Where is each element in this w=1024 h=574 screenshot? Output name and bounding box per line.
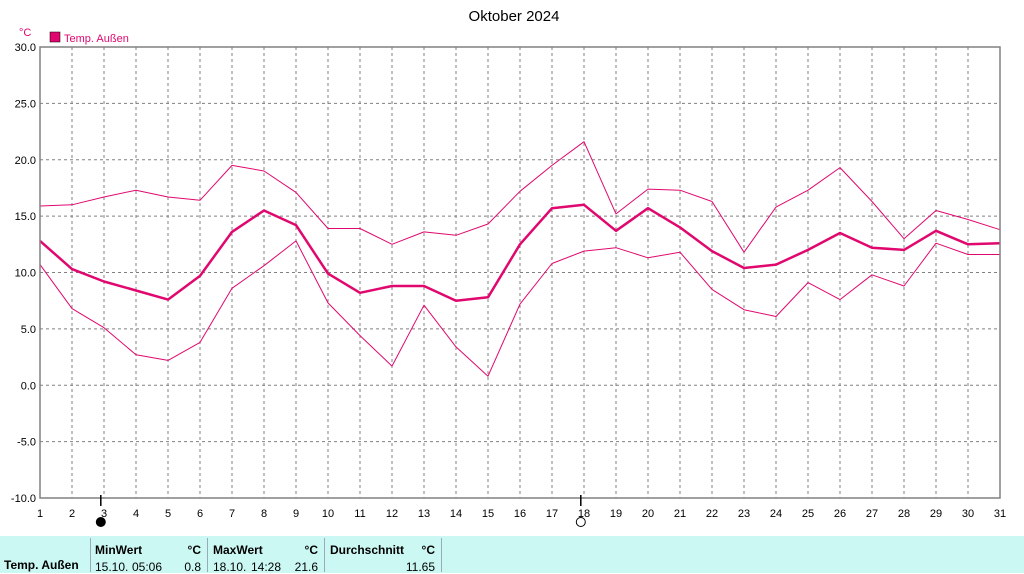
avg-cell: Durchschnitt °C 11.65 [325, 538, 442, 574]
x-tick-label: 20 [642, 508, 654, 520]
y-tick-label: 10.0 [15, 268, 36, 280]
x-tick-label: 24 [770, 508, 782, 520]
min-header: MinWert [95, 543, 143, 557]
x-tick-label: 6 [197, 508, 203, 520]
plot-frame [39, 46, 1001, 499]
x-tick-label: 4 [133, 508, 139, 520]
y-tick-label: 20.0 [15, 155, 36, 167]
avg-header: Durchschnitt [330, 543, 405, 557]
temperature-chart: Oktober 2024 °C Temp. Außen -10.0 -5.0 0.0… [11, 8, 1006, 527]
x-tick-label: 25 [802, 508, 814, 520]
x-tick-label: 11 [354, 508, 365, 520]
x-tick-label: 10 [322, 508, 334, 520]
x-tick-label: 15 [482, 508, 494, 520]
y-tick-label: 5.0 [21, 324, 36, 336]
x-tick-label: 7 [229, 508, 235, 520]
x-tick-label: 17 [546, 508, 558, 520]
series-lines [39, 141, 1001, 377]
full-moon-icon [575, 517, 586, 527]
x-tick-label: 23 [738, 508, 750, 520]
x-tick-label: 22 [706, 508, 718, 520]
y-axis: -10.0 -5.0 0.0 5.0 10.0 15.0 20.0 25.0 30.0 [11, 42, 36, 505]
summary-row-label: Temp. Außen [4, 558, 79, 572]
y-axis-unit: °C [19, 27, 31, 39]
x-tick-label: 19 [610, 508, 622, 520]
min-date: 15.10. [95, 560, 129, 574]
max-time: 14:28 [251, 560, 282, 574]
series-line-max [39, 141, 1001, 253]
min-value: 0.8 [184, 560, 201, 574]
summary-table: Temp. Außen MinWert °C 15.10. 05:06 0.8 … [0, 536, 1024, 574]
min-time: 05:06 [132, 560, 163, 574]
x-tick-label: 3 [101, 508, 107, 520]
max-value: 21.6 [294, 560, 318, 574]
x-axis: 1 2 3 4 5 6 7 8 9 10 11 12 13 14 15 16 17 18 19 20 21 22 23 24 2… [37, 508, 1006, 520]
series-line-min [39, 240, 1000, 377]
legend-swatch [49, 31, 61, 43]
y-tick-label: 0.0 [21, 380, 36, 392]
grid [40, 47, 1000, 498]
min-cell: MinWert °C 15.10. 05:06 0.8 [90, 538, 208, 574]
y-tick-label: 15.0 [15, 211, 36, 223]
x-tick-label: 12 [386, 508, 398, 520]
max-cell: MaxWert °C 18.10. 14:28 21.6 [207, 538, 325, 574]
avg-value: 11.65 [405, 560, 435, 574]
y-tick-label: 25.0 [15, 98, 36, 110]
new-moon-icon [95, 517, 106, 527]
x-tick-label: 29 [930, 508, 942, 520]
legend-label: Temp. Außen [64, 33, 129, 45]
x-tick-label: 18 [578, 508, 590, 520]
y-tick-label: 30.0 [15, 42, 36, 54]
x-tick-label: 14 [450, 508, 462, 520]
x-tick-label: 16 [514, 508, 526, 520]
x-tick-label: 9 [293, 508, 299, 520]
x-tick-label: 26 [834, 508, 846, 520]
x-tick-label: 28 [898, 508, 910, 520]
x-tick-label: 13 [418, 508, 430, 520]
moon-phases [95, 495, 586, 527]
y-tick-label: -5.0 [17, 437, 36, 449]
max-date: 18.10. [213, 560, 247, 574]
max-header: MaxWert [213, 543, 263, 557]
x-tick-label: 1 [37, 508, 43, 520]
x-tick-label: 27 [866, 508, 878, 520]
x-tick-label: 2 [69, 508, 75, 520]
max-unit: °C [304, 543, 318, 557]
series-line-avg [39, 203, 1001, 302]
y-tick-label: -10.0 [11, 493, 36, 505]
x-tick-label: 5 [165, 508, 171, 520]
x-tick-label: 8 [261, 508, 267, 520]
avg-unit: °C [421, 543, 435, 557]
min-unit: °C [187, 543, 201, 557]
chart-title: Oktober 2024 [469, 8, 560, 25]
x-tick-label: 31 [994, 508, 1006, 520]
x-tick-label: 21 [674, 508, 686, 520]
x-tick-label: 30 [962, 508, 974, 520]
